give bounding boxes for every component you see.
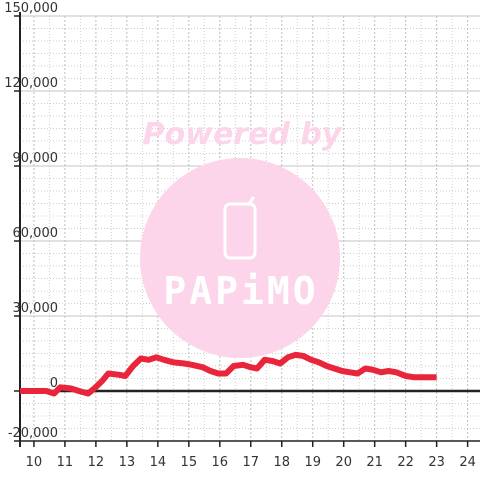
y-tick-label: 0 bbox=[50, 376, 58, 391]
x-tick-label: 23 bbox=[428, 455, 445, 470]
axes bbox=[14, 12, 480, 447]
y-tick-labels: -20,000 0 30,000 60,000 90,000 120,000 150,000 bbox=[4, 1, 58, 441]
x-tick-label: 18 bbox=[273, 455, 290, 470]
y-tick-label: 30,000 bbox=[13, 301, 59, 316]
series-line bbox=[20, 351, 437, 397]
powered-by-papimo-watermark: Powered by PAPiMO bbox=[140, 117, 343, 358]
x-tick-label: 15 bbox=[181, 455, 198, 470]
x-tick-label: 22 bbox=[397, 455, 414, 470]
x-tick-labels: 10 11 12 13 14 15 16 17 18 19 20 21 22 23 24 bbox=[26, 455, 476, 470]
x-tick-label: 16 bbox=[212, 455, 229, 470]
y-tick-label: 120,000 bbox=[4, 76, 58, 91]
x-tick-label: 12 bbox=[88, 455, 105, 470]
y-tick-label: -20,000 bbox=[8, 426, 58, 441]
x-tick-label: 10 bbox=[26, 455, 43, 470]
x-tick-label: 24 bbox=[459, 455, 476, 470]
x-tick-label: 14 bbox=[150, 455, 167, 470]
watermark-brand: PAPiMO bbox=[163, 269, 318, 313]
series-layer bbox=[20, 351, 437, 397]
y-tick-label: 60,000 bbox=[13, 226, 59, 241]
watermark-powered-by: Powered by bbox=[143, 117, 343, 152]
phone-icon bbox=[223, 196, 257, 260]
y-tick-label: 90,000 bbox=[13, 151, 59, 166]
x-tick-label: 20 bbox=[335, 455, 352, 470]
x-tick-label: 11 bbox=[57, 455, 74, 470]
x-tick-label: 17 bbox=[243, 455, 260, 470]
y-tick-label: 150,000 bbox=[4, 1, 58, 16]
x-tick-label: 13 bbox=[119, 455, 136, 470]
x-tick-label: 19 bbox=[304, 455, 321, 470]
x-tick-label: 21 bbox=[366, 455, 383, 470]
